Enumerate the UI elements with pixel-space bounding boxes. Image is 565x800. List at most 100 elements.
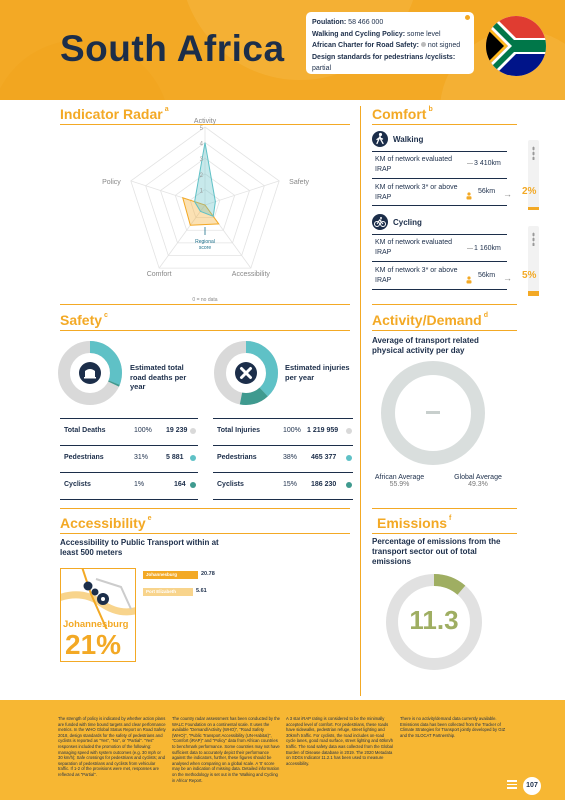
cycling-label: Cycling xyxy=(393,218,422,227)
radar-axis-label-safety: Safety xyxy=(289,179,309,186)
radar-series-1 xyxy=(194,142,216,218)
footnote-c: A 3 star iRAP rating is considered to be… xyxy=(286,716,394,766)
radar-title: Indicator Radar a xyxy=(60,106,169,122)
info-population: Poulation: 58 466 000 xyxy=(312,19,384,26)
cycling-icon xyxy=(372,214,388,230)
deaths-donut xyxy=(58,341,122,405)
info-charter: African Charter for Road Safety: not sig… xyxy=(312,42,461,49)
legend-dot-icon xyxy=(190,455,196,461)
radar-tick-label: 4 xyxy=(200,142,204,148)
activity-topline xyxy=(372,304,517,305)
activity-underline xyxy=(372,330,517,331)
menu-icon[interactable] xyxy=(507,780,517,789)
cycling-rule-1 xyxy=(372,234,507,235)
bar-port-elizabeth-value: 5.61 xyxy=(196,588,207,594)
radar-axis-label-comfort: Comfort xyxy=(147,271,172,278)
status-dot-icon xyxy=(420,42,426,47)
emissions-value: 11.3 xyxy=(409,605,459,635)
cycling-gauge xyxy=(528,226,539,296)
emissions-underline xyxy=(372,533,517,534)
gauge-dots-icon xyxy=(532,232,535,246)
deaths-table: Total Deaths 100% 19 239 Pedestrians 31%… xyxy=(60,418,198,500)
emissions-title: Emissions f xyxy=(377,515,452,531)
cycling-gauge-fill xyxy=(528,291,539,296)
walking-gauge-fill xyxy=(528,207,539,210)
bar-johannesburg: Johannesburg xyxy=(143,571,198,579)
table-row: Pedestrians 38% 465 377 xyxy=(213,446,353,472)
cycling-row-2-value: 56km xyxy=(478,272,496,279)
cycling-row-1-label: KM of network evaluated IRAP xyxy=(375,239,453,256)
table-row: Pedestrians 31% 5 881 xyxy=(60,446,198,472)
regional-score-label-2: score xyxy=(199,245,211,251)
safety-title: Safety c xyxy=(60,312,108,328)
emissions-donut xyxy=(386,574,482,670)
activity-subtitle: Average of transport related physical ac… xyxy=(372,336,479,355)
footnote-b: The country radar assessment has been co… xyxy=(172,716,281,783)
emissions-subtitle: Percentage of emissions from the transpo… xyxy=(372,537,501,566)
arrow-right-icon: → xyxy=(503,273,512,283)
country-title: South Africa xyxy=(60,28,285,69)
radar-axis-label-policy: Policy xyxy=(102,179,121,186)
info-policy: Walking and Cycling Policy: some level xyxy=(312,30,441,38)
footer-band xyxy=(0,700,565,800)
walking-label: Walking xyxy=(393,135,424,144)
radar-grid xyxy=(160,157,250,244)
walking-row-1-label: KM of network evaluated IRAP xyxy=(375,156,453,173)
global-average: Global Average 49.3% xyxy=(454,474,502,488)
radar-spoke xyxy=(158,204,206,269)
table-row: Cyclists 1% 164 xyxy=(60,473,198,499)
city-name: Johannesburg xyxy=(63,619,129,630)
legend-dot-icon xyxy=(190,482,196,488)
cycling-row-2-label: KM of network 3* or above IRAP xyxy=(375,267,458,284)
column-divider xyxy=(360,106,361,696)
page-number: 107 xyxy=(523,777,541,795)
emissions-topline xyxy=(372,508,517,509)
arrow-right-icon: → xyxy=(503,189,512,199)
info-box: Poulation: 58 466 000 Walking and Cyclin… xyxy=(306,12,474,74)
radar-grid xyxy=(189,188,221,219)
legend-dot-icon xyxy=(346,428,352,434)
legend-dot-icon xyxy=(346,482,352,488)
radar-tick-label: 1 xyxy=(200,188,204,194)
table-row: Total Deaths 100% 19 239 xyxy=(60,419,198,445)
walking-icon xyxy=(372,131,388,147)
bar-johannesburg-value: 20.78 xyxy=(201,571,215,577)
city-map: Johannesburg 21% xyxy=(60,568,136,662)
info-marker-icon xyxy=(465,15,470,20)
footnote-a: The strength of policy is indicated by w… xyxy=(58,716,166,777)
no-data-dash-icon xyxy=(426,411,440,414)
bar-port-elizabeth: Port Elizabeth xyxy=(143,588,193,596)
cycling-pct: 5% xyxy=(522,270,537,281)
cycling-rule-2 xyxy=(372,261,507,262)
info-design: Design standards for pedestrians /cyclis… xyxy=(312,53,456,73)
flag-icon xyxy=(486,16,546,76)
walking-rule-2 xyxy=(372,178,507,179)
footnote-d: There is no activity/demand data current… xyxy=(400,716,506,738)
walking-gauge xyxy=(528,140,539,210)
african-average: African Average 55.9% xyxy=(374,474,425,488)
radar-grid xyxy=(130,126,280,269)
walking-row-2-label: KM of network 3* or above IRAP xyxy=(375,184,458,201)
radar-grid xyxy=(145,142,265,256)
safety-underline xyxy=(60,330,350,331)
regional-score-label: Regional xyxy=(195,239,215,245)
person-icon xyxy=(465,187,473,200)
table-row: Total Injuries 100% 1 219 959 xyxy=(213,419,353,445)
radar-axis-label-accessibility: Accessibility xyxy=(232,271,271,278)
walking-row-1-dash xyxy=(467,163,473,164)
radar-tick-label: 5 xyxy=(200,126,204,132)
city-pct: 21% xyxy=(65,629,122,660)
radar-tick-label: 2 xyxy=(200,173,204,179)
city-map-icon xyxy=(61,569,135,629)
walking-row-2-value: 56km xyxy=(478,188,496,195)
radar-axis-label-activity: Activity xyxy=(194,118,217,125)
table-row: Cyclists 15% 186 230 xyxy=(213,473,353,499)
accessibility-subtitle: Accessibility to Public Transport within… xyxy=(60,538,219,557)
safety-topline xyxy=(60,304,350,305)
cycling-rule-3 xyxy=(372,289,507,290)
person-icon xyxy=(465,271,473,284)
cycling-row-1-value: 1 160km xyxy=(474,245,501,252)
comfort-underline xyxy=(372,124,517,125)
radar-underline xyxy=(60,124,350,125)
accessibility-topline xyxy=(60,508,350,509)
